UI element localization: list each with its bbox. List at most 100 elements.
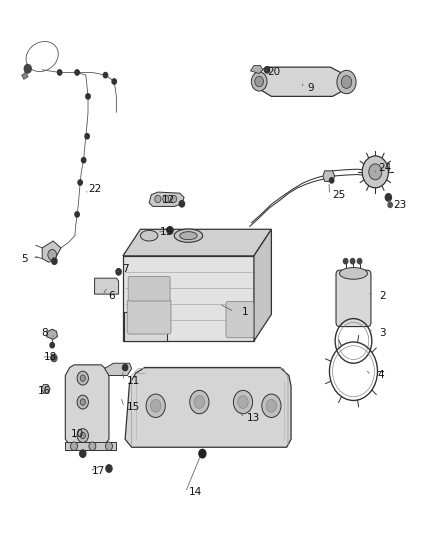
Polygon shape [65, 365, 109, 445]
Polygon shape [21, 72, 28, 79]
Circle shape [71, 442, 78, 450]
Circle shape [162, 195, 169, 203]
Polygon shape [46, 329, 57, 340]
Circle shape [52, 258, 57, 264]
Circle shape [190, 390, 209, 414]
Circle shape [238, 395, 248, 408]
Polygon shape [125, 368, 291, 447]
Polygon shape [254, 67, 350, 96]
Polygon shape [123, 229, 272, 256]
Circle shape [78, 180, 82, 185]
Text: 20: 20 [267, 68, 280, 77]
Text: 13: 13 [247, 413, 261, 423]
Circle shape [385, 193, 392, 201]
Circle shape [146, 394, 165, 417]
Circle shape [80, 399, 85, 405]
Circle shape [89, 442, 96, 450]
Circle shape [80, 450, 86, 457]
Circle shape [106, 465, 112, 472]
Circle shape [48, 249, 57, 260]
Circle shape [77, 371, 88, 385]
Circle shape [343, 259, 348, 264]
Polygon shape [123, 256, 254, 341]
Circle shape [112, 79, 117, 84]
Text: 19: 19 [160, 227, 173, 237]
Text: 3: 3 [379, 328, 386, 338]
Text: 17: 17 [92, 466, 106, 476]
Circle shape [81, 158, 86, 163]
Polygon shape [124, 312, 166, 341]
Polygon shape [323, 171, 335, 181]
Text: 8: 8 [41, 328, 48, 338]
Circle shape [251, 72, 267, 91]
Circle shape [362, 156, 389, 188]
Circle shape [77, 395, 88, 409]
Polygon shape [95, 278, 119, 294]
Circle shape [262, 394, 281, 417]
Circle shape [80, 375, 85, 381]
Text: 23: 23 [394, 200, 407, 211]
Circle shape [51, 354, 57, 362]
Circle shape [199, 449, 206, 458]
Circle shape [265, 67, 270, 73]
Ellipse shape [180, 232, 197, 240]
Polygon shape [42, 241, 61, 262]
Circle shape [80, 432, 85, 439]
Circle shape [255, 76, 264, 87]
Circle shape [167, 227, 173, 234]
Circle shape [388, 202, 392, 207]
Text: 12: 12 [162, 195, 175, 205]
Circle shape [75, 70, 79, 75]
Ellipse shape [174, 229, 203, 243]
Circle shape [86, 94, 90, 99]
Polygon shape [105, 364, 132, 375]
Polygon shape [65, 442, 117, 450]
Circle shape [233, 390, 253, 414]
FancyBboxPatch shape [226, 302, 254, 338]
Circle shape [155, 195, 161, 203]
FancyBboxPatch shape [128, 277, 170, 301]
Circle shape [77, 429, 88, 442]
Circle shape [337, 70, 356, 94]
Circle shape [75, 212, 79, 217]
Text: 22: 22 [88, 184, 101, 195]
Circle shape [179, 200, 184, 207]
Polygon shape [254, 229, 272, 341]
Polygon shape [41, 384, 50, 393]
Text: 18: 18 [44, 352, 57, 362]
Text: 1: 1 [242, 306, 248, 317]
FancyBboxPatch shape [336, 270, 371, 327]
Polygon shape [251, 66, 263, 74]
FancyBboxPatch shape [127, 300, 171, 334]
Circle shape [357, 259, 362, 264]
Text: 11: 11 [127, 376, 141, 386]
Circle shape [103, 72, 108, 78]
Circle shape [24, 64, 31, 73]
Circle shape [369, 164, 382, 180]
Text: 2: 2 [379, 290, 386, 301]
Text: 15: 15 [127, 402, 141, 413]
Circle shape [116, 269, 121, 275]
Text: 4: 4 [377, 370, 384, 381]
Text: 25: 25 [332, 190, 346, 200]
Circle shape [350, 259, 355, 264]
Text: 5: 5 [21, 254, 28, 263]
Circle shape [194, 395, 205, 408]
Text: 14: 14 [188, 488, 201, 497]
Ellipse shape [339, 268, 367, 279]
Text: 7: 7 [122, 264, 128, 274]
Text: 6: 6 [109, 290, 115, 301]
Circle shape [57, 70, 62, 75]
Circle shape [50, 343, 54, 348]
Text: 9: 9 [307, 83, 314, 93]
Polygon shape [149, 192, 184, 206]
Text: 24: 24 [378, 163, 392, 173]
Circle shape [266, 399, 277, 412]
Circle shape [123, 365, 128, 370]
Ellipse shape [141, 230, 158, 241]
Circle shape [106, 442, 113, 450]
Text: 16: 16 [38, 386, 51, 397]
Circle shape [329, 177, 334, 183]
Circle shape [170, 195, 177, 203]
Circle shape [85, 134, 89, 139]
